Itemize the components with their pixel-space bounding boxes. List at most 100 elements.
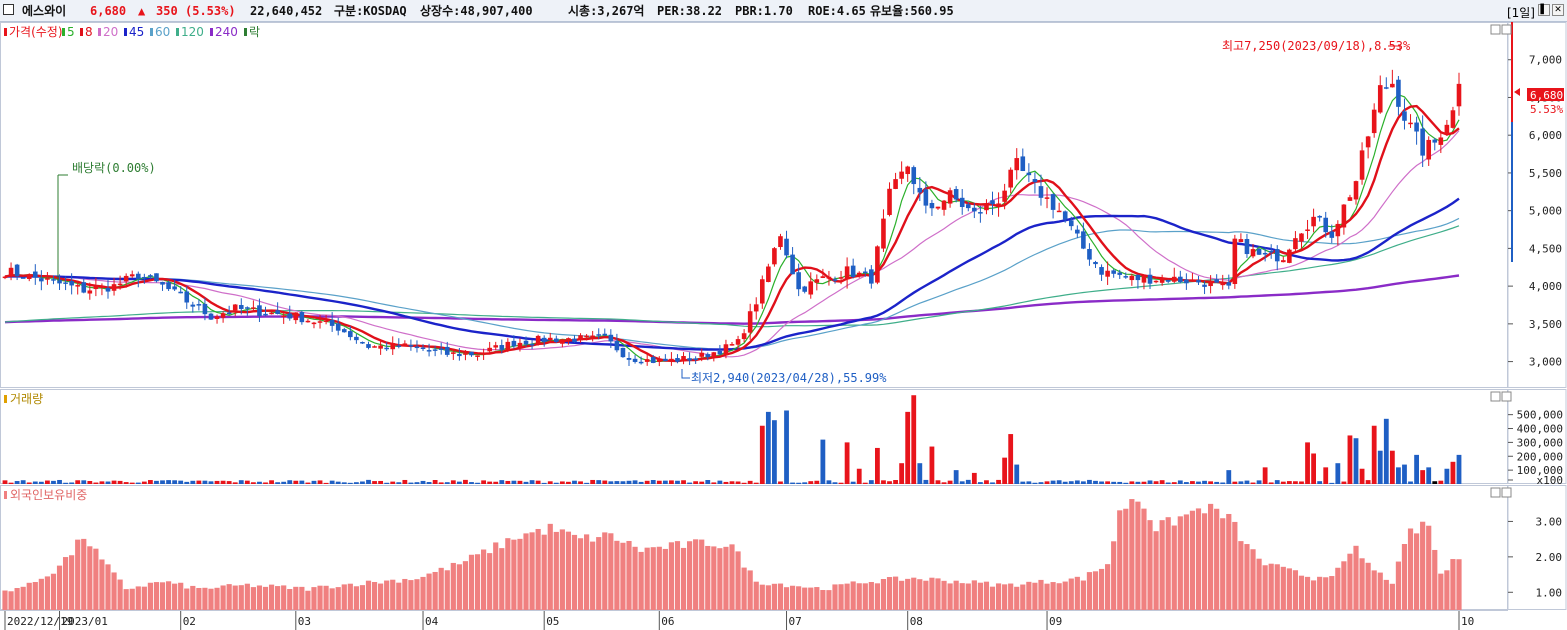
- foreign-ratio-bar: [117, 579, 123, 610]
- volume-bar: [1220, 482, 1226, 484]
- foreign-ratio-bar: [1183, 514, 1189, 610]
- candle-body: [245, 307, 250, 309]
- foreign-ratio-bar: [1377, 572, 1383, 610]
- volume-bar: [1256, 480, 1262, 484]
- candle-body: [366, 344, 371, 348]
- volume-bar: [148, 480, 153, 484]
- foreign-ratio-bar: [281, 585, 287, 610]
- volume-bar: [675, 480, 680, 484]
- legend-label: 가격(수정): [9, 25, 63, 39]
- volume-bar: [129, 482, 135, 484]
- volume-bar: [372, 481, 377, 484]
- foreign-ratio-bar: [1426, 525, 1432, 610]
- volume-bar: [1056, 480, 1062, 484]
- candle-body: [1020, 156, 1026, 172]
- candle-body: [14, 264, 20, 277]
- foreign-ratio-bar: [1074, 576, 1080, 610]
- foreign-ratio-bar: [481, 549, 487, 610]
- foreign-ratio-bar: [1201, 513, 1208, 610]
- candle-body: [1347, 197, 1353, 201]
- volume-bar: [1050, 480, 1056, 484]
- last-price-box: [1527, 88, 1564, 101]
- foreign-ratio-bar: [808, 587, 814, 610]
- volume-bar: [63, 482, 68, 484]
- foreign-ratio-bar: [1438, 573, 1444, 610]
- candle-body: [1365, 136, 1371, 148]
- candle-body: [808, 281, 814, 295]
- period-selector[interactable]: [1일]: [1506, 6, 1535, 20]
- foreign-ratio-bar: [299, 586, 305, 610]
- volume-bar: [911, 395, 917, 484]
- volume-bar: [141, 481, 147, 484]
- candle-body: [566, 338, 571, 340]
- foreign-ratio-bar: [468, 554, 475, 610]
- candle-body: [1123, 276, 1129, 278]
- candle-body: [1396, 79, 1401, 107]
- candle-body: [826, 276, 832, 279]
- candle-body: [238, 305, 244, 309]
- price-panel-close-icon[interactable]: [1501, 24, 1512, 35]
- candle-body: [148, 275, 153, 277]
- candle-body: [1008, 169, 1013, 188]
- candle-body: [554, 338, 559, 343]
- candle-body: [123, 275, 129, 282]
- volume-bar: [547, 481, 553, 484]
- foreign-panel-minimize-icon[interactable]: [1490, 487, 1501, 498]
- foreign-ratio-bar: [1165, 517, 1171, 610]
- foreign-ratio-bar: [244, 583, 250, 610]
- volume-bar: [1311, 453, 1316, 484]
- foreign-panel-close-icon[interactable]: [1501, 487, 1512, 498]
- select-checkbox[interactable]: [3, 4, 14, 15]
- volume-bar: [868, 480, 874, 484]
- volume-bar: [820, 439, 826, 484]
- volume-bar: [366, 479, 371, 484]
- foreign-ratio-bar: [1323, 577, 1329, 610]
- foreign-ratio-bar: [378, 583, 384, 610]
- foreign-ratio-bar: [190, 585, 196, 610]
- foreign-ratio-bar: [874, 583, 880, 610]
- volume-bar: [772, 420, 777, 484]
- reserve-ratio: 유보율:560.95: [870, 4, 954, 18]
- volume-panel-minimize-icon[interactable]: [1490, 391, 1501, 402]
- foreign-ratio-bar: [305, 590, 311, 610]
- price-tick-label: 4,000: [1529, 280, 1562, 293]
- candle-body: [487, 347, 492, 352]
- volume-bar: [499, 480, 505, 484]
- foreign-legend-swatch: [4, 491, 7, 499]
- close-button[interactable]: ✕: [1552, 4, 1564, 16]
- candle-body: [142, 276, 147, 279]
- foreign-ratio-bar: [614, 540, 620, 610]
- volume-bar: [93, 482, 99, 484]
- foreign-ratio-bar: [371, 581, 378, 610]
- foreign-ratio-bar: [384, 580, 390, 610]
- volume-bar: [590, 479, 596, 484]
- volume-bar: [1014, 464, 1020, 484]
- candle-body: [475, 355, 480, 357]
- candle-body: [396, 345, 402, 347]
- foreign-ratio-bar: [287, 589, 293, 610]
- volume-bar: [1208, 481, 1214, 484]
- legend-swatch: [98, 28, 101, 36]
- candle-body: [293, 312, 299, 321]
- candle-body: [687, 358, 692, 361]
- foreign-ratio-bar: [141, 586, 147, 610]
- candle-body: [372, 346, 377, 348]
- volume-bar: [8, 482, 14, 484]
- foreign-ratio-bar: [1117, 510, 1123, 610]
- volume-bar: [1099, 481, 1104, 484]
- candle-body: [190, 304, 196, 307]
- foreign-ratio-bar: [474, 554, 481, 610]
- volume-bar: [650, 480, 656, 484]
- minimize-button[interactable]: ▌: [1538, 4, 1550, 16]
- volume-bar: [808, 481, 814, 484]
- candle-body: [820, 276, 826, 278]
- volume-panel-close-icon[interactable]: [1501, 391, 1512, 402]
- foreign-ratio-bar: [935, 578, 941, 610]
- price-panel-minimize-icon[interactable]: [1490, 24, 1501, 35]
- volume-bar: [1268, 482, 1274, 484]
- volume-bar: [1202, 480, 1207, 484]
- legend-swatch: [124, 28, 127, 36]
- candle-body: [493, 345, 499, 348]
- candle-body: [1002, 190, 1007, 202]
